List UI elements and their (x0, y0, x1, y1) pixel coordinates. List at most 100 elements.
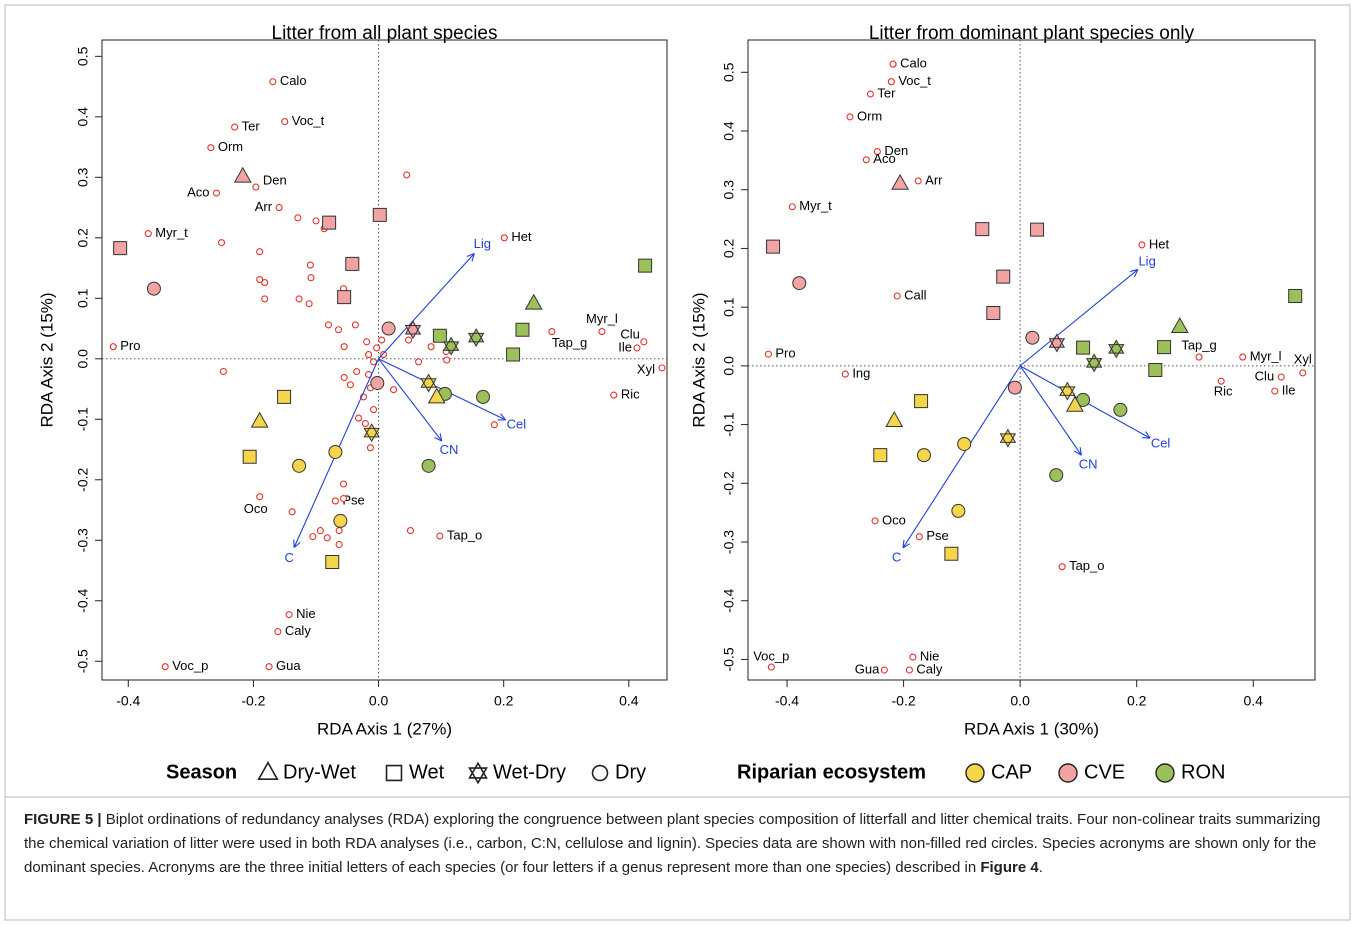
species-label: Ile (1282, 383, 1296, 398)
species-point (335, 540, 343, 549)
species-label: Orm (857, 108, 882, 123)
x-tick-label: -0.4 (116, 693, 140, 709)
caption: FIGURE 5 | Biplot ordinations of redunda… (24, 808, 1336, 880)
trait-label: C (284, 550, 293, 565)
arrow-head (471, 253, 475, 262)
site-marker (420, 373, 437, 393)
figure-border (4, 4, 1351, 921)
species-point (873, 148, 881, 156)
legend-symbol (385, 764, 403, 782)
species-label: Caly (285, 623, 312, 638)
trait-label: Cel (507, 417, 527, 432)
species-point (256, 493, 264, 501)
x-tick-label: 0.4 (1243, 693, 1263, 709)
arrow-head (1079, 447, 1082, 456)
species-label: Orm (218, 139, 243, 154)
y-tick-label: -0.4 (721, 588, 737, 612)
y-tick-label: 0.2 (721, 238, 737, 258)
species-point (316, 527, 324, 535)
arrow-head (500, 413, 507, 421)
species-point (288, 508, 296, 516)
site-marker (1108, 339, 1125, 359)
trait-arrow (1019, 269, 1139, 367)
species-point (1138, 241, 1146, 249)
x-tick-label: -0.2 (241, 693, 265, 709)
species-point (261, 279, 269, 287)
y-tick-label: -0.3 (75, 528, 91, 552)
species-point (1299, 369, 1307, 377)
legend-label: Wet-Dry (493, 761, 566, 783)
species-point (294, 214, 302, 222)
site-marker (766, 239, 781, 254)
site-marker (951, 503, 966, 518)
species-point (866, 90, 874, 98)
species-label: Ter (242, 119, 261, 134)
site-marker (792, 276, 807, 291)
species-point (887, 78, 895, 86)
site-marker (996, 269, 1011, 284)
site-marker (1157, 340, 1172, 355)
legend-symbol (1058, 763, 1078, 783)
site-marker (1170, 317, 1189, 334)
species-label: Xyl (1294, 351, 1312, 366)
site-marker (891, 173, 910, 190)
trait-label: Cel (1151, 435, 1171, 450)
site-marker (250, 411, 269, 428)
site-marker (370, 375, 385, 390)
species-point (353, 367, 361, 376)
species-point (307, 274, 315, 282)
site-marker (1030, 222, 1045, 237)
species-label: Het (1149, 236, 1170, 251)
species-label: Gua (855, 661, 880, 676)
legend-label: RON (1181, 761, 1225, 783)
species-label: Den (884, 143, 908, 158)
species-label: Myr_t (155, 225, 188, 240)
species-label: Xyl (637, 361, 655, 376)
y-tick-label: 0.3 (721, 180, 737, 200)
site-marker (381, 321, 396, 336)
species-label: Ing (852, 366, 870, 381)
y-tick-label: -0.1 (75, 407, 91, 431)
site-marker (1048, 333, 1066, 353)
species-label: Ile (618, 339, 632, 354)
trait-label: CN (440, 442, 459, 457)
species-point (405, 336, 413, 344)
species-point (871, 517, 879, 525)
site-marker (345, 256, 360, 271)
trait-arrow (378, 358, 443, 442)
legend-label: CAP (991, 761, 1032, 783)
site-marker (1288, 289, 1303, 303)
species-point (490, 421, 498, 429)
species-label: Clu (620, 326, 640, 341)
species-point (370, 358, 378, 366)
species-label: Gua (276, 658, 301, 673)
species-point (767, 663, 775, 671)
species-point (915, 533, 923, 541)
caption-text: Biplot ordinations of redundancy analyse… (24, 811, 1321, 876)
species-point (351, 321, 359, 329)
site-marker (916, 448, 931, 463)
species-point (1277, 373, 1285, 381)
species-point (309, 533, 317, 541)
legend-title: Riparian ecosystem (737, 761, 926, 783)
species-point (340, 373, 348, 382)
species-label: Pro (120, 338, 140, 353)
y-tick-label: -0.2 (75, 467, 91, 491)
species-label: Nie (920, 649, 940, 664)
arrow-head (1129, 269, 1138, 272)
species-label: Oco (244, 501, 268, 516)
caption-ref: Figure 4 (980, 859, 1039, 876)
y-tick-label: 0.4 (721, 121, 737, 141)
species-point (346, 381, 354, 389)
species-label: Den (263, 172, 287, 187)
site-marker (363, 423, 380, 443)
species-point (305, 300, 313, 308)
species-point (880, 666, 888, 674)
y-tick-label: 0.1 (721, 297, 737, 317)
species-label: Tap_o (447, 527, 482, 542)
y-tick-label: 0.4 (75, 107, 91, 127)
species-label: Pse (926, 528, 948, 543)
site-marker (638, 258, 653, 273)
arrow-head (902, 543, 911, 549)
